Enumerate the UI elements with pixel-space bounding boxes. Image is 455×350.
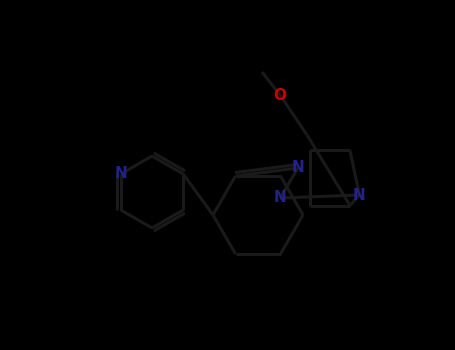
Text: N: N (292, 161, 304, 175)
Text: O: O (273, 88, 287, 103)
Text: N: N (115, 167, 127, 182)
Text: N: N (353, 188, 366, 203)
Text: N: N (273, 190, 286, 205)
